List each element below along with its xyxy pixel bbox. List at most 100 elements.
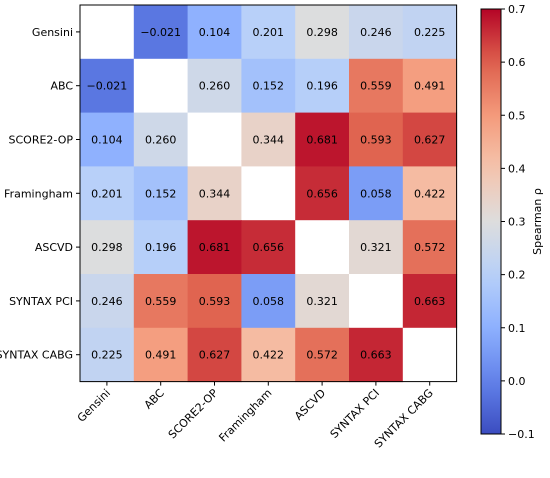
heatmap-cell bbox=[402, 5, 458, 60]
y-tick-label: SYNTAX CABG bbox=[0, 349, 73, 362]
heatmap-cell bbox=[80, 58, 135, 114]
cell-value-label: −0.021 bbox=[140, 26, 181, 39]
heatmap-cell bbox=[80, 327, 135, 383]
colorbar-label: Spearman ρ bbox=[531, 188, 544, 255]
heatmap-cell bbox=[402, 220, 458, 275]
heatmap-cell bbox=[241, 274, 296, 329]
cell-value-label: −0.021 bbox=[87, 80, 128, 93]
cell-value-labels: −0.021 0.104 0.201 0.298 0.246 0.225 −0.021 0.2… bbox=[87, 26, 446, 362]
heatmap-cell bbox=[80, 274, 135, 329]
heatmap-cell bbox=[402, 327, 458, 383]
x-tick-label: Framingham bbox=[216, 387, 274, 445]
heatmap-cell bbox=[295, 112, 350, 167]
heatmap-cell bbox=[349, 166, 404, 221]
y-axis: Gensini ABC SCORE2-OP Framingham ASCVD SYNTAX… bbox=[0, 26, 80, 362]
y-tick-label: ASCVD bbox=[35, 241, 73, 254]
heatmap-cell bbox=[349, 112, 404, 167]
heatmap-cell bbox=[349, 327, 404, 383]
y-tick-label: SYNTAX PCI bbox=[9, 295, 73, 308]
x-tick-label: SYNTAX PCI bbox=[328, 387, 382, 441]
cell-value-label: 0.104 bbox=[91, 134, 123, 147]
heatmap-cell bbox=[133, 327, 189, 383]
heatmap-cells bbox=[80, 5, 458, 383]
cell-value-label: 0.321 bbox=[360, 241, 392, 254]
x-tick-label: Gensini bbox=[75, 387, 113, 425]
cell-value-label: 0.104 bbox=[199, 26, 231, 39]
y-tick-label: Gensini bbox=[32, 26, 73, 39]
heatmap-cell bbox=[80, 5, 135, 60]
cell-value-label: 0.627 bbox=[414, 134, 446, 147]
heatmap-cell bbox=[187, 58, 242, 114]
y-tick-label: ABC bbox=[50, 80, 73, 93]
heatmap-cell bbox=[241, 58, 296, 114]
cell-value-label: 0.321 bbox=[306, 295, 338, 308]
colorbar-tick-label: 0.4 bbox=[508, 162, 526, 175]
heatmap-cell bbox=[349, 5, 404, 60]
cell-value-label: 0.681 bbox=[199, 241, 231, 254]
y-tick-label: Framingham bbox=[4, 187, 73, 200]
heatmap-cell bbox=[349, 274, 404, 329]
heatmap-cell bbox=[80, 220, 135, 275]
heatmap-cell bbox=[187, 5, 242, 60]
cell-value-label: 0.152 bbox=[145, 187, 177, 200]
heatmap-cell bbox=[187, 274, 242, 329]
x-tick-label: SCORE2-OP bbox=[166, 386, 221, 441]
y-tick-label: SCORE2-OP bbox=[9, 134, 74, 147]
cell-value-label: 0.422 bbox=[414, 187, 446, 200]
cell-value-label: 0.152 bbox=[253, 80, 285, 93]
cell-value-label: 0.201 bbox=[253, 26, 285, 39]
heatmap-cell bbox=[295, 220, 350, 275]
heatmap-cell bbox=[241, 112, 296, 167]
heatmap-cell bbox=[133, 220, 189, 275]
cell-value-label: 0.260 bbox=[199, 80, 231, 93]
heatmap-cell bbox=[295, 166, 350, 221]
cell-value-label: 0.627 bbox=[199, 349, 231, 362]
heatmap-cell bbox=[241, 220, 296, 275]
colorbar-tick-label: 0.0 bbox=[508, 375, 526, 388]
heatmap-cell bbox=[80, 112, 135, 167]
cell-value-label: 0.196 bbox=[145, 241, 177, 254]
heatmap-cell bbox=[295, 58, 350, 114]
cell-value-label: 0.225 bbox=[91, 349, 123, 362]
cell-value-label: 0.663 bbox=[414, 295, 446, 308]
cell-value-label: 0.593 bbox=[360, 134, 392, 147]
colorbar-tick-label: 0.6 bbox=[508, 56, 526, 69]
cell-value-label: 0.559 bbox=[145, 295, 177, 308]
cell-value-label: 0.344 bbox=[253, 134, 285, 147]
cell-value-label: 0.681 bbox=[306, 134, 338, 147]
cell-value-label: 0.572 bbox=[414, 241, 446, 254]
colorbar: −0.1 0.0 0.1 0.2 0.3 0.4 0.5 0.6 0.7 Spearman ρ bbox=[480, 3, 544, 441]
cell-value-label: 0.201 bbox=[91, 187, 123, 200]
x-tick-label: ABC bbox=[142, 386, 167, 411]
cell-value-label: 0.656 bbox=[306, 187, 338, 200]
heatmap-cell bbox=[402, 58, 458, 114]
heatmap-cell bbox=[402, 112, 458, 167]
cell-value-label: 0.572 bbox=[306, 349, 338, 362]
cell-value-label: 0.491 bbox=[414, 80, 446, 93]
cell-value-label: 0.225 bbox=[414, 26, 446, 39]
cell-value-label: 0.196 bbox=[306, 80, 338, 93]
heatmap-cell bbox=[133, 5, 189, 60]
cell-value-label: 0.246 bbox=[91, 295, 123, 308]
heatmap-cell bbox=[241, 327, 296, 383]
heatmap-cell bbox=[295, 327, 350, 383]
cell-value-label: 0.422 bbox=[253, 349, 285, 362]
cell-value-label: 0.260 bbox=[145, 134, 177, 147]
cell-value-label: 0.559 bbox=[360, 80, 392, 93]
heatmap-cell bbox=[241, 166, 296, 221]
cell-value-label: 0.663 bbox=[360, 349, 392, 362]
heatmap-cell bbox=[187, 220, 242, 275]
heatmap-cell bbox=[80, 166, 135, 221]
heatmap-cell bbox=[402, 274, 458, 329]
cell-value-label: 0.058 bbox=[360, 187, 392, 200]
cell-value-label: 0.491 bbox=[145, 349, 177, 362]
colorbar-tick-label: 0.7 bbox=[508, 3, 526, 16]
x-tick-label: ASCVD bbox=[292, 387, 328, 423]
heatmap-cell bbox=[187, 327, 242, 383]
cell-value-label: 0.656 bbox=[253, 241, 285, 254]
heatmap-cell bbox=[349, 220, 404, 275]
colorbar-ticks: −0.1 0.0 0.1 0.2 0.3 0.4 0.5 0.6 0.7 bbox=[501, 3, 535, 441]
cell-value-label: 0.246 bbox=[360, 26, 392, 39]
cell-value-label: 0.298 bbox=[306, 26, 338, 39]
